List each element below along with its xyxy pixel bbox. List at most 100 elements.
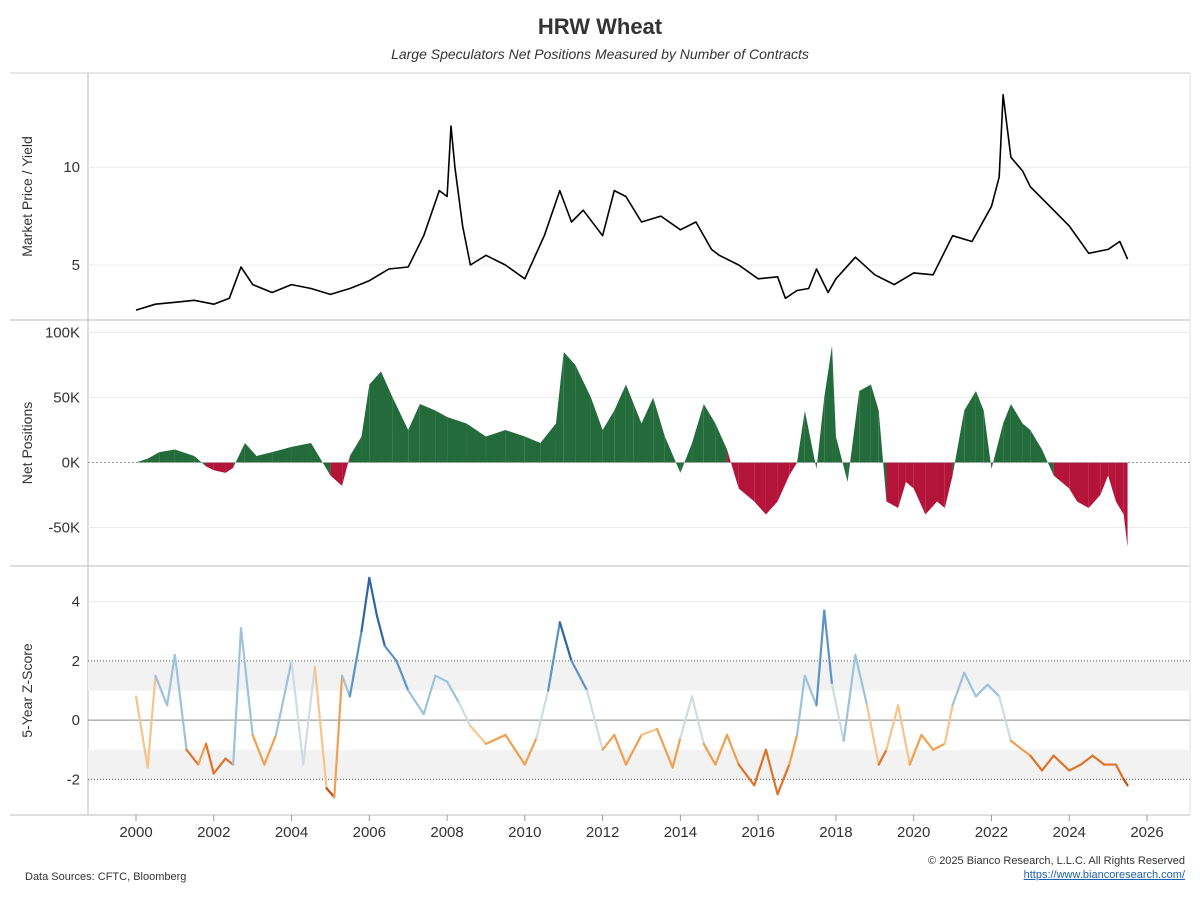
- net-position-bar: [847, 391, 860, 482]
- zscore-segment: [714, 733, 729, 766]
- net-position-bar: [361, 384, 370, 463]
- x-tick-label: 2022: [975, 824, 1008, 841]
- net-position-bar: [715, 423, 728, 463]
- net-position-bar: [1010, 404, 1023, 463]
- net-position-bar: [913, 462, 926, 515]
- x-tick-label: 2014: [664, 824, 697, 841]
- net-position-bar: [205, 462, 214, 471]
- zscore-segment: [998, 695, 1013, 742]
- website-link[interactable]: https://www.biancoresearch.com/: [1023, 869, 1185, 881]
- net-position-bar: [964, 391, 976, 463]
- zscore-segment: [547, 621, 561, 692]
- net-position-bar: [563, 352, 576, 463]
- y-tick-label: 50K: [53, 390, 80, 407]
- zscore-segment: [173, 653, 188, 751]
- net-position-bar: [1108, 462, 1116, 502]
- zscore-segment: [185, 748, 200, 766]
- zscore-segment: [640, 727, 659, 737]
- net-position-bar: [244, 443, 257, 463]
- zscore-segment: [753, 748, 768, 787]
- zscore-segment: [212, 757, 227, 775]
- y-tick-label: 2: [72, 653, 80, 670]
- net-position-bar: [804, 410, 817, 469]
- reference-band: [88, 660, 1190, 691]
- zscore-segment: [302, 665, 316, 766]
- zscore-segment: [484, 733, 507, 745]
- zscore-segment: [920, 733, 935, 751]
- x-tick-label: 2016: [741, 824, 774, 841]
- net-position-bar: [1003, 404, 1011, 463]
- zscore-segment: [854, 653, 869, 707]
- net-position-bar: [765, 462, 778, 515]
- zscore-segment: [679, 695, 694, 740]
- y-axis-label: 5-Year Z-Score: [19, 643, 35, 738]
- y-axis-label: Net Positions: [19, 402, 35, 484]
- zscore-segment: [340, 674, 351, 698]
- zscore-segment: [963, 671, 978, 698]
- y-axis-label: Market Price / Yield: [19, 136, 35, 257]
- net-position-bar: [1115, 462, 1124, 515]
- zscore-segment: [1114, 763, 1125, 781]
- net-position-bar: [625, 384, 634, 463]
- zscore-segment: [383, 644, 398, 662]
- price-panel: Market Price / Yield 5 10: [19, 93, 1190, 311]
- net-position-bar: [832, 345, 836, 463]
- zscore-segment: [274, 659, 293, 737]
- zscore-segment: [395, 659, 410, 692]
- y-tick-label: 10: [63, 159, 80, 176]
- zscore-segment: [624, 733, 643, 766]
- net-position-bar: [886, 462, 899, 508]
- net-position-bar: [1069, 462, 1078, 502]
- chart-frame: [10, 72, 1191, 816]
- zscore-segment: [877, 748, 888, 766]
- net-position-bar: [159, 449, 175, 463]
- net-position-bar: [952, 410, 965, 476]
- net-position-bar: [505, 430, 525, 463]
- net-position-bar: [870, 384, 879, 463]
- net-position-bar: [777, 462, 790, 502]
- net-position-bar: [824, 345, 833, 463]
- net-position-bar: [898, 462, 906, 508]
- net-position-bar: [727, 449, 739, 489]
- net-position-bar: [692, 404, 704, 463]
- net-position-bar: [944, 462, 953, 508]
- net-position-bar: [213, 462, 226, 473]
- x-tick-label: 2018: [819, 824, 852, 841]
- net-position-bar: [194, 456, 206, 467]
- reference-band: [88, 749, 1190, 780]
- zscore-segment: [263, 733, 278, 766]
- zscore-segment: [368, 576, 379, 618]
- copyright: © 2025 Bianco Research, L.L.C. All Right…: [928, 855, 1185, 867]
- zscore-segment: [535, 689, 550, 740]
- net-position-bar: [342, 456, 350, 486]
- net-position-bar: [540, 423, 556, 463]
- net-positions-panel: Net Positions -50K 0K 50K 100K: [19, 325, 1190, 547]
- zscore-segment: [1052, 754, 1071, 772]
- net-position-bar: [703, 404, 716, 463]
- zscore-segment: [1091, 754, 1106, 766]
- zscore-panel: 5-Year Z-Score -2 0 2 4: [19, 576, 1190, 799]
- net-position-bar: [233, 443, 245, 468]
- net-position-bar: [641, 397, 654, 463]
- y-tick-label: -2: [67, 771, 80, 788]
- y-tick-label: 0K: [62, 455, 80, 472]
- zscore-segment: [523, 736, 538, 766]
- net-position-bar: [136, 458, 148, 463]
- zscore-segment: [348, 630, 363, 698]
- y-tick-label: 4: [72, 594, 80, 611]
- zscore-segment: [504, 733, 526, 766]
- net-position-bar: [664, 436, 681, 473]
- x-tick-label: 2010: [508, 824, 541, 841]
- zscore-segment: [865, 704, 880, 766]
- zscore-segment: [974, 683, 989, 698]
- net-position-bar: [380, 371, 393, 463]
- net-position-bar: [937, 462, 945, 508]
- zscore-segment: [333, 674, 344, 799]
- zscore-segment: [457, 701, 472, 728]
- zscore-segment: [434, 674, 449, 683]
- zscore-segment: [671, 736, 682, 769]
- zscore-segment: [558, 621, 573, 662]
- zscore-segment: [690, 695, 705, 745]
- zscore-segment: [232, 627, 243, 766]
- zscore-segment: [134, 695, 149, 769]
